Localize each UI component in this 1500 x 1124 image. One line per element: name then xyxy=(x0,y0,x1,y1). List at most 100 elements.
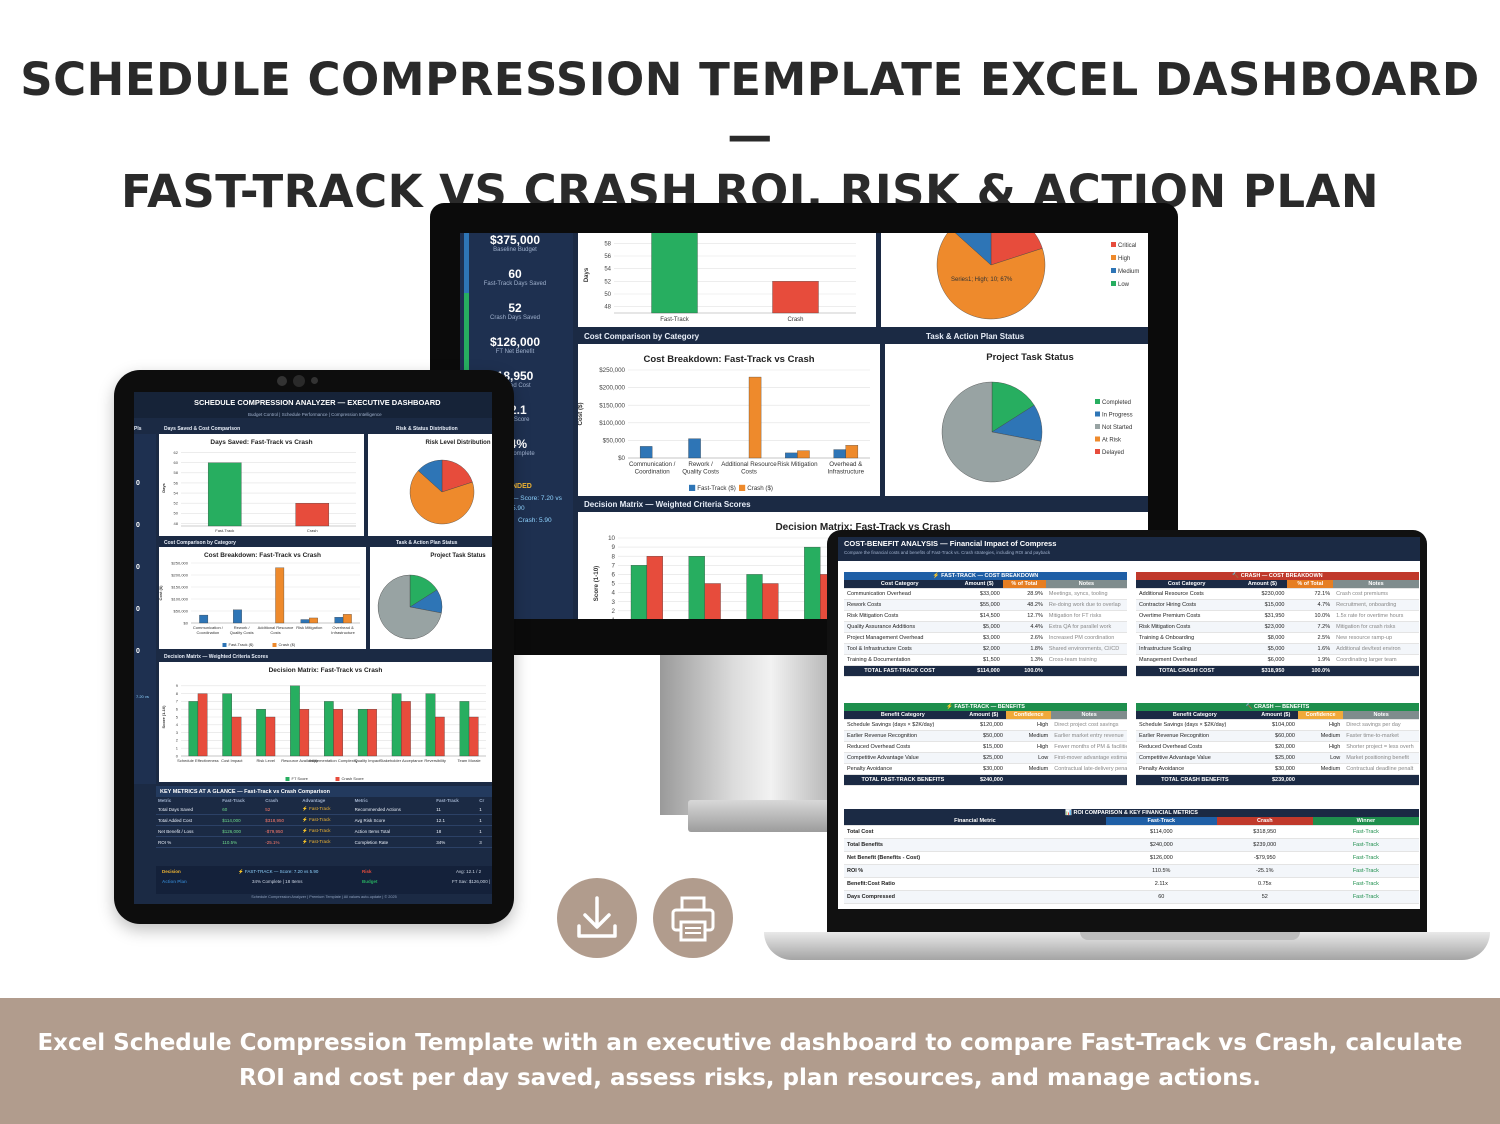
table-cell: High xyxy=(1297,719,1344,731)
table-row: Schedule Savings (days × $2K/day) $120,00… xyxy=(844,719,1127,731)
y-tick-label: 5 xyxy=(612,581,616,588)
roi-cell: Fast-Track xyxy=(1312,851,1419,865)
pie-slice xyxy=(941,381,1042,483)
table-cell: 4.4% xyxy=(1002,621,1046,633)
score-text: — Score: 7.20 vs xyxy=(512,495,562,502)
legend-swatch xyxy=(1111,281,1116,286)
page-title: SCHEDULE COMPRESSION TEMPLATE EXCEL DASH… xyxy=(0,52,1500,220)
y-axis-label: Days xyxy=(584,267,590,282)
x-tick-label: Schedule Effectiveness xyxy=(177,758,219,763)
risk-summary-text: Avg: 12.1 / 2 xyxy=(456,869,482,874)
total-cell: TOTAL CRASH COST xyxy=(1136,665,1238,677)
bar xyxy=(207,462,242,527)
km-cell: 1 xyxy=(477,804,492,815)
table-header-cell: Amount ($) xyxy=(1253,711,1298,720)
total-cell xyxy=(1333,665,1419,677)
table-cell: 4.7% xyxy=(1287,599,1334,611)
tablet-kpi-value: 0 xyxy=(136,480,140,487)
total-cell: $239,000 xyxy=(1253,774,1298,786)
x-tick-label: Quality Costs xyxy=(682,468,719,475)
table-cell: 1.9% xyxy=(1287,654,1334,666)
x-tick-label: Crash xyxy=(307,528,318,533)
bar xyxy=(275,567,285,624)
tablet-summary: Decision ⚡ FAST-TRACK — Score: 7.20 vs 5… xyxy=(156,866,492,894)
action-text: 34% Complete | 18 Items xyxy=(252,879,303,884)
print-button[interactable] xyxy=(653,878,733,958)
bar xyxy=(357,709,368,757)
table-header-row: Cost Category Amount ($)% of Total Notes xyxy=(1136,580,1419,589)
x-tick-label: Implementation Complexity xyxy=(309,758,357,763)
y-tick-label: $150,000 xyxy=(599,402,625,409)
y-tick-label: 8 xyxy=(176,691,179,696)
roi-cell: Fast-Track xyxy=(1312,890,1419,904)
table-header-row: Benefit Category Amount ($) Confidence Note… xyxy=(844,711,1127,720)
table-row: Quality Assurance Additions $5,000 4.4% Ext… xyxy=(844,621,1127,633)
kpi-label: Added Cost xyxy=(499,383,531,389)
table-row: Days Compressed 60 52 Fast-Track xyxy=(844,890,1419,904)
bar xyxy=(762,583,779,619)
y-tick-label: 1 xyxy=(612,617,616,619)
x-tick-label: Stakeholder Acceptance xyxy=(380,758,424,763)
bar xyxy=(342,614,352,624)
table-cell: Increased PM coordination xyxy=(1045,632,1127,644)
table-cell: Recruitment, onboarding xyxy=(1333,599,1419,611)
table-cell: $30,000 xyxy=(961,763,1006,775)
y-tick-label: 6 xyxy=(612,571,616,578)
roi-header-cell: Crash xyxy=(1216,817,1313,826)
y-tick-label: 56 xyxy=(604,254,611,260)
table-cell: Schedule Savings (days × $2K/day) xyxy=(844,719,962,731)
laptop-notch xyxy=(1080,932,1300,940)
download-button[interactable] xyxy=(557,878,637,958)
legend-label: Low xyxy=(1118,282,1130,288)
y-tick-label: 2 xyxy=(612,608,616,615)
bar xyxy=(199,614,209,624)
table-cell: 1.6% xyxy=(1287,643,1334,655)
bar xyxy=(651,233,698,314)
tablet-sec-decision: Decision Matrix — Weighted Criteria Scor… xyxy=(164,654,269,660)
legend-label: At Risk xyxy=(1102,438,1122,444)
table-cell: Tool & Infrastructure Costs xyxy=(844,643,956,655)
printer-icon xyxy=(671,896,715,942)
bar xyxy=(333,709,343,757)
y-axis-label: Score (1-10) xyxy=(161,705,166,729)
kpi-card: $126,000 FT Net Benefit xyxy=(460,335,570,355)
km-cell: -25.1% xyxy=(263,836,301,848)
action-label: Action Plan xyxy=(162,879,187,884)
bar xyxy=(256,709,266,757)
kpi-label: Risk Score xyxy=(500,417,530,423)
total-cell: TOTAL FAST-TRACK BENEFITS xyxy=(844,774,962,786)
roi-cell: $240,000 xyxy=(1105,838,1217,852)
x-tick-label: Communication / xyxy=(193,625,224,630)
roi-cell: -25.1% xyxy=(1216,864,1313,878)
x-tick-label: Crash xyxy=(787,317,803,323)
table-cell: 12.7% xyxy=(1002,610,1046,622)
bar xyxy=(222,693,232,757)
bar xyxy=(299,709,310,757)
roi-table: Financial Metric Fast-Track Crash Winner Tot… xyxy=(844,817,1419,904)
km-cell: -$79,950 xyxy=(263,825,301,837)
bar xyxy=(468,716,479,757)
y-tick-label: 48 xyxy=(604,305,611,311)
y-tick-label: 4 xyxy=(176,722,179,727)
x-tick-label: Fast-Track xyxy=(215,528,234,533)
table-header-row: Benefit Category Amount ($) Confidence Note… xyxy=(1136,711,1419,720)
roi-cell: 52 xyxy=(1216,890,1313,904)
pie-slice xyxy=(377,574,442,640)
x-tick-label: Infrastructure xyxy=(828,468,865,475)
decision-label: Decision xyxy=(162,869,181,874)
y-tick-label: 62 xyxy=(174,450,179,455)
roi-header-cell: Winner xyxy=(1312,817,1419,826)
table-row: Risk Mitigation Costs $14,500 12.7% Mitigat… xyxy=(844,610,1127,622)
table-row: Communication Overhead $33,000 28.9% Meetin… xyxy=(844,588,1127,600)
table-cell: Additional Resource Costs xyxy=(1136,588,1238,600)
total-row: TOTAL CRASH COST $318,950 100.0% xyxy=(1136,665,1419,677)
bar xyxy=(295,503,330,527)
monitor-base xyxy=(688,800,838,832)
kpi-label: Baseline Budget xyxy=(493,247,537,253)
table-cell: Earlier market entry revenue xyxy=(1051,730,1127,742)
km-header-cell: Advantage xyxy=(302,798,326,803)
table-header-cell: Benefit Category xyxy=(844,711,962,720)
key-metrics-title: KEY METRICS AT A GLANCE — Fast-Track vs … xyxy=(156,786,492,797)
risk-summary-label: Risk xyxy=(362,869,372,874)
y-tick-label: 6 xyxy=(176,707,179,712)
